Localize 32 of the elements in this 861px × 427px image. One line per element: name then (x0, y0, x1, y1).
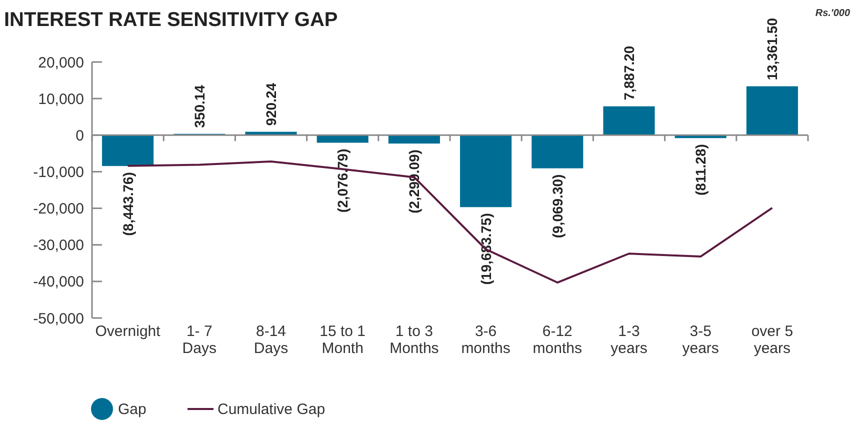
y-tick-label: -40,000 (33, 274, 84, 291)
data-label: (19,683.75) (478, 213, 494, 285)
x-tick-label: 1-3 years (610, 323, 648, 357)
legend-label: Cumulative Gap (218, 401, 326, 418)
y-tick-label: -10,000 (33, 164, 84, 181)
x-tick-label: 6-12 months (532, 323, 582, 357)
x-tick-label: 3-6 months (461, 323, 510, 357)
x-tick-label: 1 to 3 Months (390, 323, 439, 357)
data-label: (8,443.76) (120, 172, 136, 236)
data-label: 920.24 (263, 82, 279, 126)
x-tick-label: 15 to 1 Month (320, 323, 366, 357)
x-tick-label: 3-5 years (682, 323, 719, 357)
data-label: (811.28) (692, 144, 709, 196)
y-tick-label: -20,000 (33, 200, 84, 218)
data-label: (2,076.79) (334, 148, 351, 213)
data-label: 13,361.50 (764, 18, 780, 80)
y-tick-label: 0 (76, 127, 84, 144)
x-tick-label: 8-14 Days (254, 323, 288, 357)
y-tick-label: -30,000 (33, 237, 84, 254)
x-tick-label: over 5 years (751, 323, 794, 357)
y-tick-label: 20,000 (38, 54, 84, 72)
data-label: 7,887.20 (621, 46, 637, 100)
x-tick-label: Overnight (95, 323, 162, 340)
chart-title: INTEREST RATE SENSITIVITY GAP (4, 9, 338, 31)
x-tick-label: 1- 7 Days (182, 323, 216, 357)
y-tick-label: -50,000 (33, 310, 84, 328)
data-label: (9,069.30) (549, 174, 566, 238)
data-label: (2,299.09) (406, 150, 422, 214)
y-tick-label: 10,000 (38, 90, 84, 108)
data-label: 350.14 (191, 84, 208, 128)
text: Rs.'000 (815, 8, 850, 19)
legend-label: Gap (118, 401, 146, 418)
